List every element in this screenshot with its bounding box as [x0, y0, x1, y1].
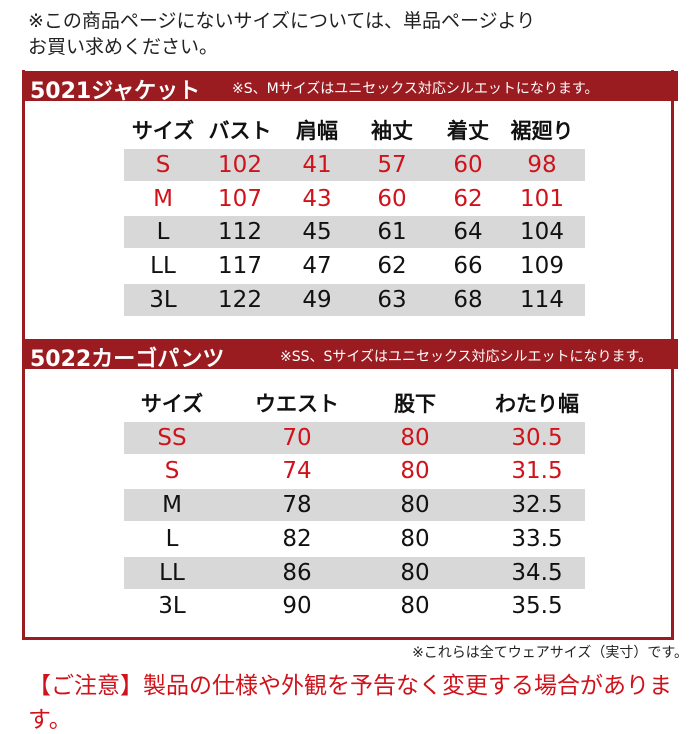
table-cell: M: [162, 492, 182, 519]
table-cell: 60: [377, 185, 407, 212]
table-cell: 3L: [149, 287, 177, 313]
table-cell: 35.5: [511, 593, 563, 620]
table-cell: 80: [400, 424, 430, 451]
table-cell: 112: [218, 219, 262, 246]
table-cell: 80: [400, 458, 430, 485]
table-cell: 47: [302, 253, 332, 280]
header-cell: わたり幅: [495, 392, 579, 416]
table-row: 3L 90 80 35.5: [124, 590, 585, 622]
table-cell: 45: [302, 219, 332, 246]
table-cell: 49: [302, 287, 332, 313]
table-cell: 41: [302, 151, 332, 178]
table-cell: L: [156, 219, 170, 246]
table-row: M 107 43 60 62 101: [124, 183, 585, 215]
header-cell: 裾廻り: [510, 119, 574, 143]
header-cell: ウエスト: [255, 392, 339, 416]
table-cell: 98: [527, 151, 557, 178]
table-cell: 101: [520, 185, 564, 212]
header-cell: サイズ: [140, 392, 204, 416]
table-cell: 114: [520, 287, 564, 313]
table-cell: 80: [400, 559, 430, 586]
table-row: LL 86 80 34.5: [124, 556, 585, 589]
header-cell: 肩幅: [296, 119, 338, 143]
top-note: ※この商品ページにないサイズについては、単品ページより お買い求めください。: [28, 8, 535, 60]
header-cell: バスト: [208, 119, 272, 143]
header-cell: 着丈: [447, 119, 489, 143]
section-bar: 5021ジャケット ※S、Mサイズはユニセックス対応シルエットになります。: [22, 71, 678, 104]
header-cell: 股下: [394, 392, 436, 416]
table-cell: 30.5: [511, 424, 563, 451]
table-cell: LL: [150, 253, 176, 280]
note-line: お買い求めください。: [28, 36, 219, 58]
section-note: ※SS、Sサイズはユニセックス対応シルエットになります。: [280, 349, 653, 365]
section-name: 5022カーゴパンツ: [30, 347, 225, 372]
table-cell: 74: [282, 458, 312, 485]
table-cell: 43: [302, 185, 332, 212]
table-row: M 78 80 32.5: [124, 489, 585, 522]
table-cell: 33.5: [511, 525, 563, 552]
table-cell: 60: [453, 151, 483, 178]
table-cell: 70: [282, 424, 312, 451]
table-row: LL 117 47 62 66 109: [124, 250, 585, 282]
table-cell: 104: [520, 219, 564, 246]
table-row: L 82 80 33.5: [124, 523, 585, 555]
note-line: ※この商品ページにないサイズについては、単品ページより: [28, 10, 536, 32]
table-cell: 82: [282, 525, 312, 552]
table-cell: 80: [400, 593, 430, 620]
table-cell: 90: [282, 593, 312, 620]
table-cell: LL: [159, 559, 185, 586]
table-cell: 3L: [158, 593, 186, 620]
table-cell: 61: [377, 219, 407, 246]
table-row: 3L 122 49 63 68 114: [124, 284, 585, 316]
table-row: SS 70 80 30.5: [124, 421, 585, 454]
page: {"top_note": ["※この商品ページにないサイズについては、単品ページ…: [0, 8, 700, 733]
table-cell: 117: [218, 253, 262, 280]
table-cell: 32.5: [511, 492, 563, 519]
table-cell: L: [165, 525, 179, 552]
table-cell: S: [155, 151, 171, 178]
table-cell: 86: [282, 559, 312, 586]
table-cell: 57: [377, 151, 407, 178]
table-cell: M: [153, 185, 173, 212]
table-cell: 64: [453, 219, 483, 246]
table-cell: 78: [282, 492, 312, 519]
section-name: 5021ジャケット: [30, 79, 201, 104]
section-note: ※S、Mサイズはユニセックス対応シルエットになります。: [232, 81, 599, 97]
table-cell: 66: [453, 253, 483, 280]
table-cell: 102: [218, 151, 262, 178]
table-cell: SS: [157, 424, 187, 451]
table-cell: 68: [453, 287, 483, 313]
table-cell: 63: [377, 287, 407, 313]
section-bar: 5022カーゴパンツ ※SS、Sサイズはユニセックス対応シルエットになります。: [22, 339, 678, 372]
header-cell: 袖丈: [371, 119, 413, 143]
table-cell: 31.5: [511, 458, 563, 485]
table-cell: S: [164, 458, 180, 485]
table-cell: 34.5: [511, 559, 563, 586]
table-cell: 62: [453, 185, 483, 212]
table-row: S 74 80 31.5: [124, 455, 585, 487]
table-cell: 107: [218, 185, 262, 212]
footer-note: ※これらは全てウェアサイズ（実寸）です。: [412, 645, 688, 661]
table-cell: 62: [377, 253, 407, 280]
table-row: S 102 41 57 60 98: [124, 148, 585, 181]
warning: 【ご注意】製品の仕様や外観を予告なく変更する場合があります。: [28, 673, 672, 733]
table-cell: 122: [218, 287, 262, 313]
table-row: L 112 45 61 64 104: [124, 216, 585, 249]
table-cell: 80: [400, 492, 430, 519]
table-header: サイズ バスト 肩幅 袖丈 着丈 裾廻り: [0, 115, 700, 147]
table-header: サイズ ウエスト 股下 わたり幅: [0, 388, 700, 420]
header-cell: サイズ: [131, 119, 195, 143]
table-cell: 80: [400, 525, 430, 552]
table-cell: 109: [520, 253, 564, 280]
